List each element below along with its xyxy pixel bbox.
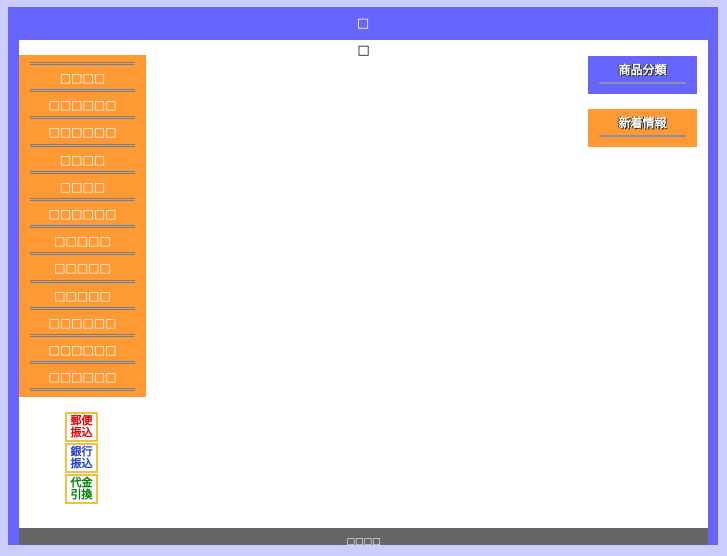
menu-item[interactable]: □□□□□□ bbox=[30, 334, 135, 361]
menu-item[interactable]: □□□□□ bbox=[30, 252, 135, 279]
footer: □□□□ bbox=[19, 528, 708, 547]
menu-item[interactable]: □□□□ bbox=[30, 170, 135, 198]
menu-divider bbox=[30, 388, 135, 392]
content-heading: □ bbox=[357, 43, 370, 58]
payment-label[interactable]: 代金 bbox=[70, 476, 93, 489]
news-box[interactable]: 新着情報 bbox=[588, 109, 697, 147]
payment-label[interactable]: 振込 bbox=[70, 457, 93, 470]
menu-item[interactable]: □□□□□□ bbox=[30, 198, 135, 225]
payment-icon[interactable]: 銀行 振込 bbox=[65, 443, 98, 473]
payment-icon[interactable]: 代金 引換 bbox=[65, 474, 98, 504]
menu-item[interactable]: □□□□□ bbox=[30, 225, 135, 252]
menu-item[interactable]: □□□□ bbox=[30, 143, 135, 171]
header-title: □ bbox=[356, 16, 370, 31]
category-label[interactable]: 商品分類 bbox=[599, 61, 686, 84]
news-label[interactable]: 新着情報 bbox=[599, 114, 686, 137]
payment-label[interactable]: 振込 bbox=[70, 426, 93, 439]
menu-item[interactable]: □□□□□□ bbox=[30, 89, 135, 116]
payment-label[interactable]: 銀行 bbox=[70, 445, 93, 458]
payment-label[interactable]: 引換 bbox=[70, 488, 93, 501]
payment-label[interactable]: 郵便 bbox=[70, 414, 93, 427]
menu-item[interactable]: □□□□□ bbox=[30, 279, 135, 307]
menu-item[interactable]: □□□□□□ bbox=[30, 116, 135, 143]
menu-item[interactable]: □□□□ bbox=[30, 62, 135, 89]
category-box[interactable]: 商品分類 bbox=[588, 56, 697, 94]
menu-item[interactable]: □□□□□□ bbox=[30, 306, 135, 334]
payment-icon[interactable]: 郵便 振込 bbox=[65, 412, 98, 442]
menu: □□□□ □□□□□□ □□□□□□ □□□□ □□□□ □□□□□□ □□□□□ □□□□□… bbox=[19, 55, 146, 397]
menu-item[interactable]: □□□□□□ bbox=[30, 361, 135, 388]
